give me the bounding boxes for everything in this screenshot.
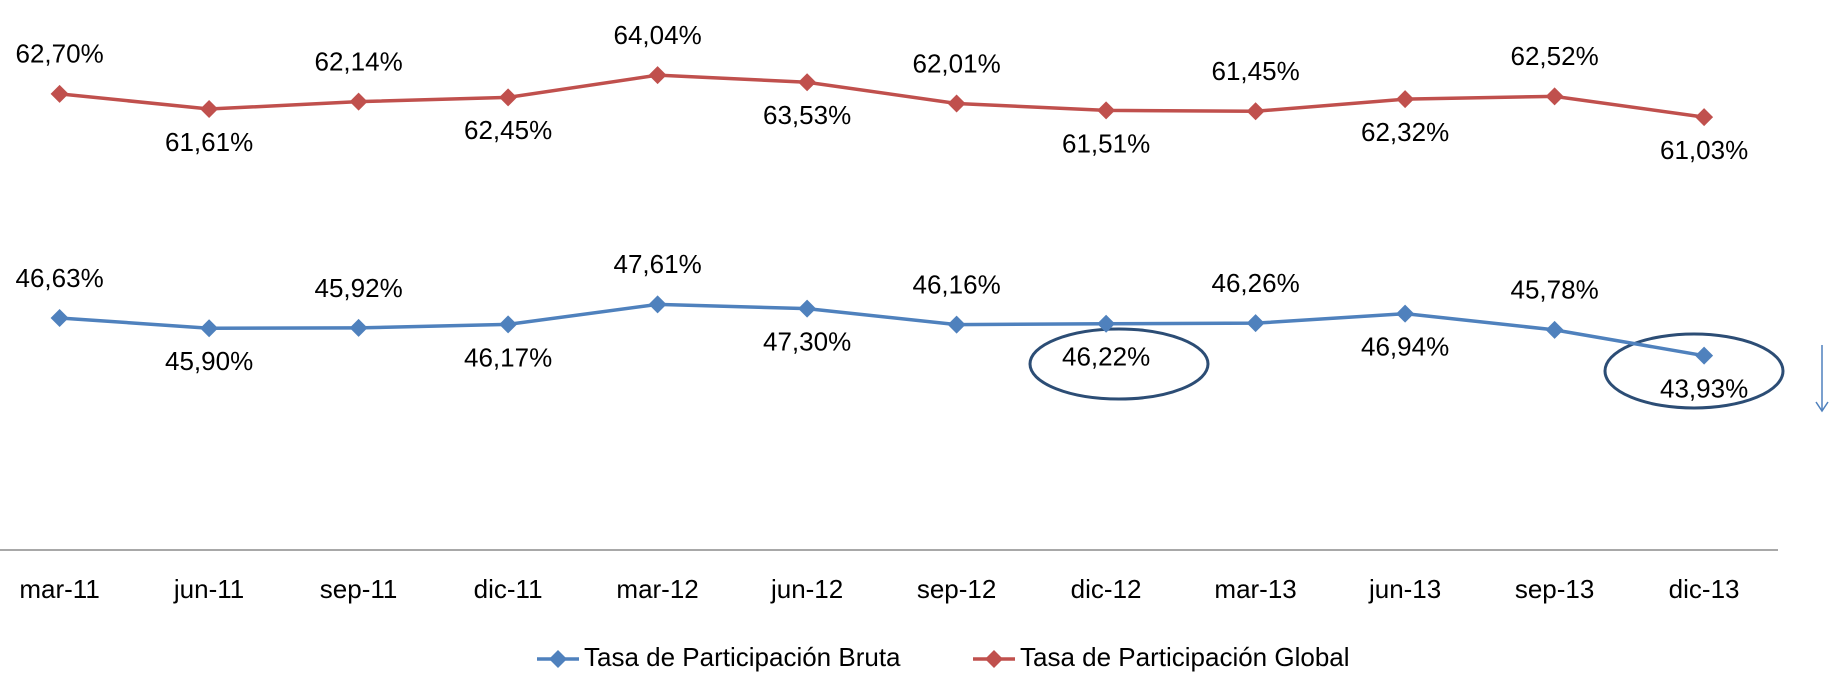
x-tick-label: jun-13 [1368,574,1441,604]
marker [648,66,667,85]
x-tick-label: sep-13 [1515,574,1595,604]
marker [1695,346,1714,365]
down-arrow [1815,345,1829,413]
marker [1396,90,1415,109]
data-label: 46,16% [913,269,1001,299]
legend-item: Tasa de Participación Bruta [537,642,901,672]
marker [648,295,667,314]
marker [1097,314,1116,333]
marker [200,100,219,119]
series-line [59,73,1705,119]
data-label: 63,53% [763,100,851,130]
legend-marker [985,650,1003,668]
x-tick-label: jun-12 [770,574,843,604]
legend-label: Tasa de Participación Global [1020,642,1350,672]
marker [499,315,518,334]
data-label: 46,26% [1212,268,1300,298]
data-label: 46,94% [1361,332,1449,362]
marker [947,94,966,113]
marker [349,92,368,111]
marker [947,315,966,334]
data-label: 61,03% [1660,135,1748,165]
marker [1545,87,1564,106]
marker [200,319,219,338]
series-line [59,302,1705,358]
data-label: 46,17% [464,342,552,372]
x-tick-label: dic-13 [1669,574,1740,604]
x-tick-label: sep-11 [320,574,398,604]
legend-item: Tasa de Participación Global [973,642,1350,672]
data-label: 61,45% [1212,56,1300,86]
legend-marker [549,650,567,668]
marker [1097,101,1116,120]
data-label: 47,61% [614,249,702,279]
data-label: 62,45% [464,115,552,145]
data-label: 62,14% [315,47,403,77]
x-tick-label: jun-11 [173,574,244,604]
marker [1246,102,1265,121]
data-label: 62,32% [1361,117,1449,147]
highlight-ellipse [1028,327,1210,401]
data-label: 47,30% [763,327,851,357]
data-label: 45,92% [315,273,403,303]
data-label: 64,04% [614,20,702,50]
legend-label: Tasa de Participación Bruta [584,642,901,672]
marker [798,73,817,92]
data-label: 62,01% [913,48,1001,78]
data-label: 45,78% [1511,275,1599,305]
marker [1695,108,1714,127]
marker [798,299,817,318]
data-label: 62,52% [1511,41,1599,71]
x-tick-label: mar-11 [19,574,99,604]
marker [1545,320,1564,339]
x-tick-label: mar-13 [1214,574,1296,604]
marker [50,309,69,328]
x-tick-label: mar-12 [616,574,698,604]
data-label: 61,61% [165,127,253,157]
data-label: 61,51% [1062,128,1150,158]
marker [50,84,69,103]
x-tick-label: sep-12 [917,574,997,604]
data-label: 62,70% [16,39,104,69]
data-label: 46,63% [16,263,104,293]
data-label: 46,22% [1062,342,1150,372]
x-tick-label: dic-12 [1071,574,1142,604]
data-label: 45,90% [165,346,253,376]
x-tick-label: dic-11 [474,574,543,604]
data-label: 43,93% [1660,374,1748,404]
highlight-ellipse [1603,332,1785,410]
marker [1396,304,1415,323]
marker [499,88,518,107]
marker [1246,314,1265,333]
marker [349,318,368,337]
